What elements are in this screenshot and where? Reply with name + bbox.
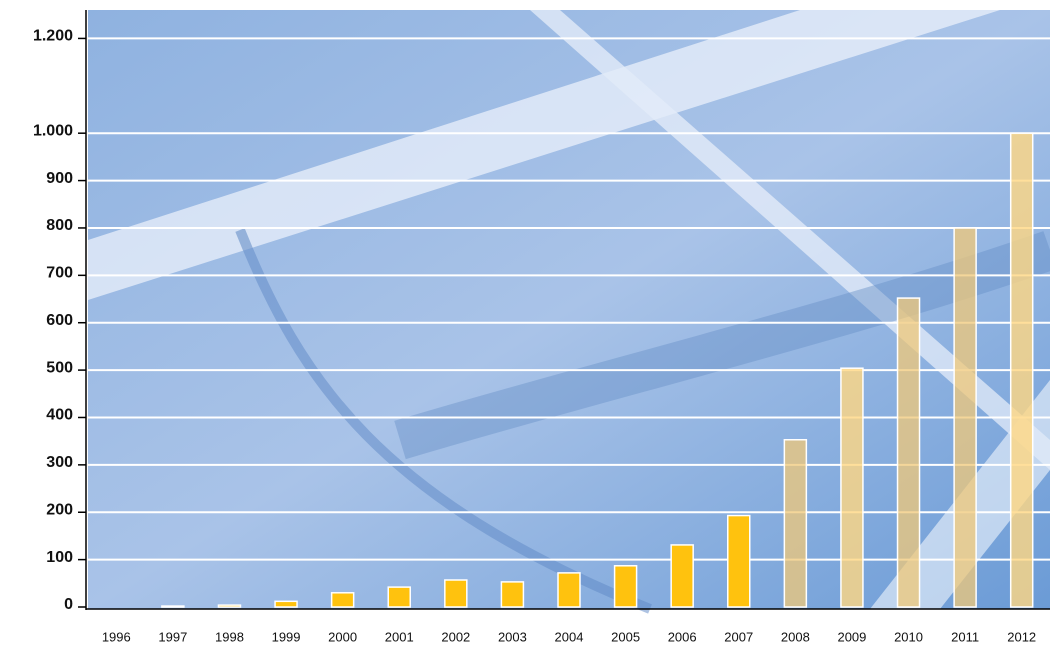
y-tick-label: 800 (46, 217, 73, 234)
y-tick-label: 400 (46, 407, 73, 424)
y-tick-label: 100 (46, 549, 73, 566)
bar (387, 586, 411, 608)
y-tick-label: 600 (46, 312, 73, 329)
bar (217, 604, 242, 608)
bar (896, 297, 921, 608)
bar (330, 592, 355, 608)
x-tick-label: 2007 (724, 629, 753, 644)
x-tick-label: 1998 (215, 629, 244, 644)
bar (727, 514, 751, 608)
bar (444, 579, 468, 608)
bar (670, 544, 694, 608)
y-tick-label: 200 (46, 501, 73, 518)
y-tick-label: 500 (46, 359, 73, 376)
x-tick-label: 2001 (385, 629, 414, 644)
x-tick-label: 2003 (498, 629, 527, 644)
x-tick-label: 2008 (781, 629, 810, 644)
x-tick-label: 2002 (441, 629, 470, 644)
y-tick-label: 300 (46, 454, 73, 471)
x-tick-label: 2005 (611, 629, 640, 644)
x-tick-label: 2012 (1007, 629, 1036, 644)
bar (500, 581, 525, 608)
x-tick-label: 1997 (158, 629, 187, 644)
bar (557, 572, 581, 608)
y-tick-label: 1.200 (33, 28, 73, 45)
bar (783, 438, 808, 608)
y-tick-label: 900 (46, 170, 73, 187)
x-tick-label: 2009 (837, 629, 866, 644)
bar (161, 605, 185, 608)
bar (274, 600, 298, 608)
x-tick-label: 1999 (272, 629, 301, 644)
bar (1009, 132, 1034, 608)
bar (840, 367, 864, 608)
x-tick-label: 2004 (555, 629, 584, 644)
x-tick-label: 1996 (102, 629, 131, 644)
y-tick-label: 700 (46, 265, 73, 282)
y-tick-label: 1.000 (33, 122, 73, 139)
x-tick-label: 2010 (894, 629, 923, 644)
x-tick-label: 2011 (951, 629, 979, 644)
bar (953, 227, 977, 608)
x-tick-label: 2006 (668, 629, 697, 644)
x-tick-label: 2000 (328, 629, 357, 644)
bar (613, 565, 638, 608)
y-tick-label: 0 (64, 596, 73, 613)
